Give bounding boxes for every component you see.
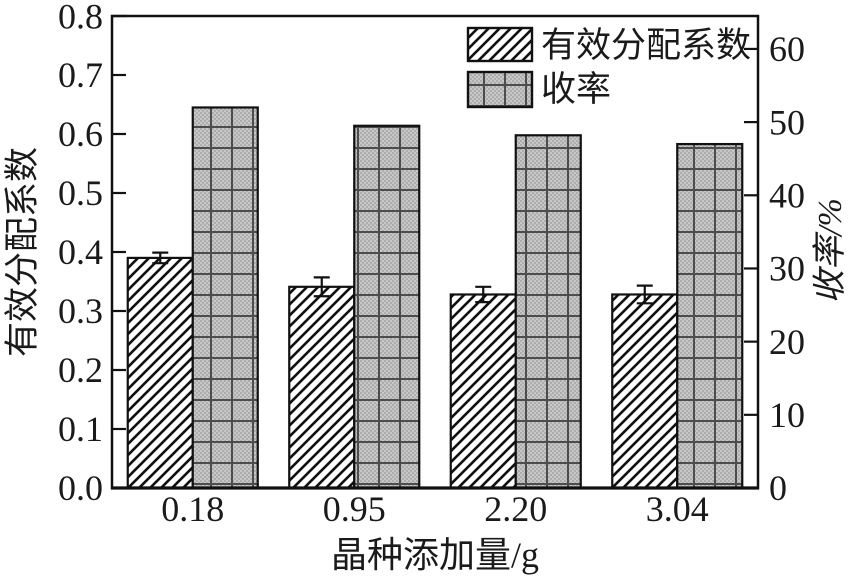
bar-group-0.18 [126,106,259,490]
left-axis-tick-label: 0.1 [58,409,103,449]
x-axis-title: 晶种添加量/g [331,535,539,575]
right-axis-tick-label: 30 [769,249,805,289]
left-axis-tick-label: 0.3 [58,291,103,331]
left-axis-tick-label: 0.4 [58,232,103,272]
bar-group-0.95 [288,124,421,490]
error-bar [636,284,653,305]
error-bar [313,276,330,298]
left-axis-title: 有效分配系数 [3,147,42,357]
left-axis-tick-label: 0.0 [58,468,103,508]
error-bar [475,285,492,304]
left-axis-tick-label: 0.8 [58,0,103,36]
left-axis-ticks [112,14,126,490]
right-axis-tick-label: 10 [769,395,805,435]
legend-label-coefficient: 有效分配系数 [541,26,751,65]
right-axis-ticks [744,47,758,490]
bar-group-2.20 [449,134,582,490]
left-axis-tick-label: 0.7 [58,55,103,95]
right-axis-tick-label: 50 [769,102,805,142]
legend-label-yield: 收率 [541,70,611,109]
coefficient-bar [449,293,517,490]
legend [466,26,534,109]
x-tick-label: 0.95 [323,489,386,529]
right-axis-tick-label: 0 [769,468,787,508]
error-bar [152,251,169,265]
left-axis-tick-label: 0.6 [58,114,103,154]
bar-group-3.04 [611,142,744,490]
left-axis-tick-label: 0.5 [58,173,103,213]
coefficient-bar [126,256,194,490]
legend-swatch-yield [466,70,534,109]
x-tick-label: 0.18 [161,489,224,529]
legend-swatch-coefficient [466,26,534,63]
coefficient-bar [288,285,356,490]
right-axis-tick-label: 40 [769,176,805,216]
x-tick-label: 3.04 [646,489,709,529]
left-axis-tick-label: 0.2 [58,350,103,390]
right-axis-tick-label: 20 [769,322,805,362]
right-axis-tick-label: 60 [769,29,805,69]
coefficient-bar [611,293,679,490]
right-axis-title: 收率/% [812,198,849,304]
x-tick-label: 2.20 [484,489,547,529]
